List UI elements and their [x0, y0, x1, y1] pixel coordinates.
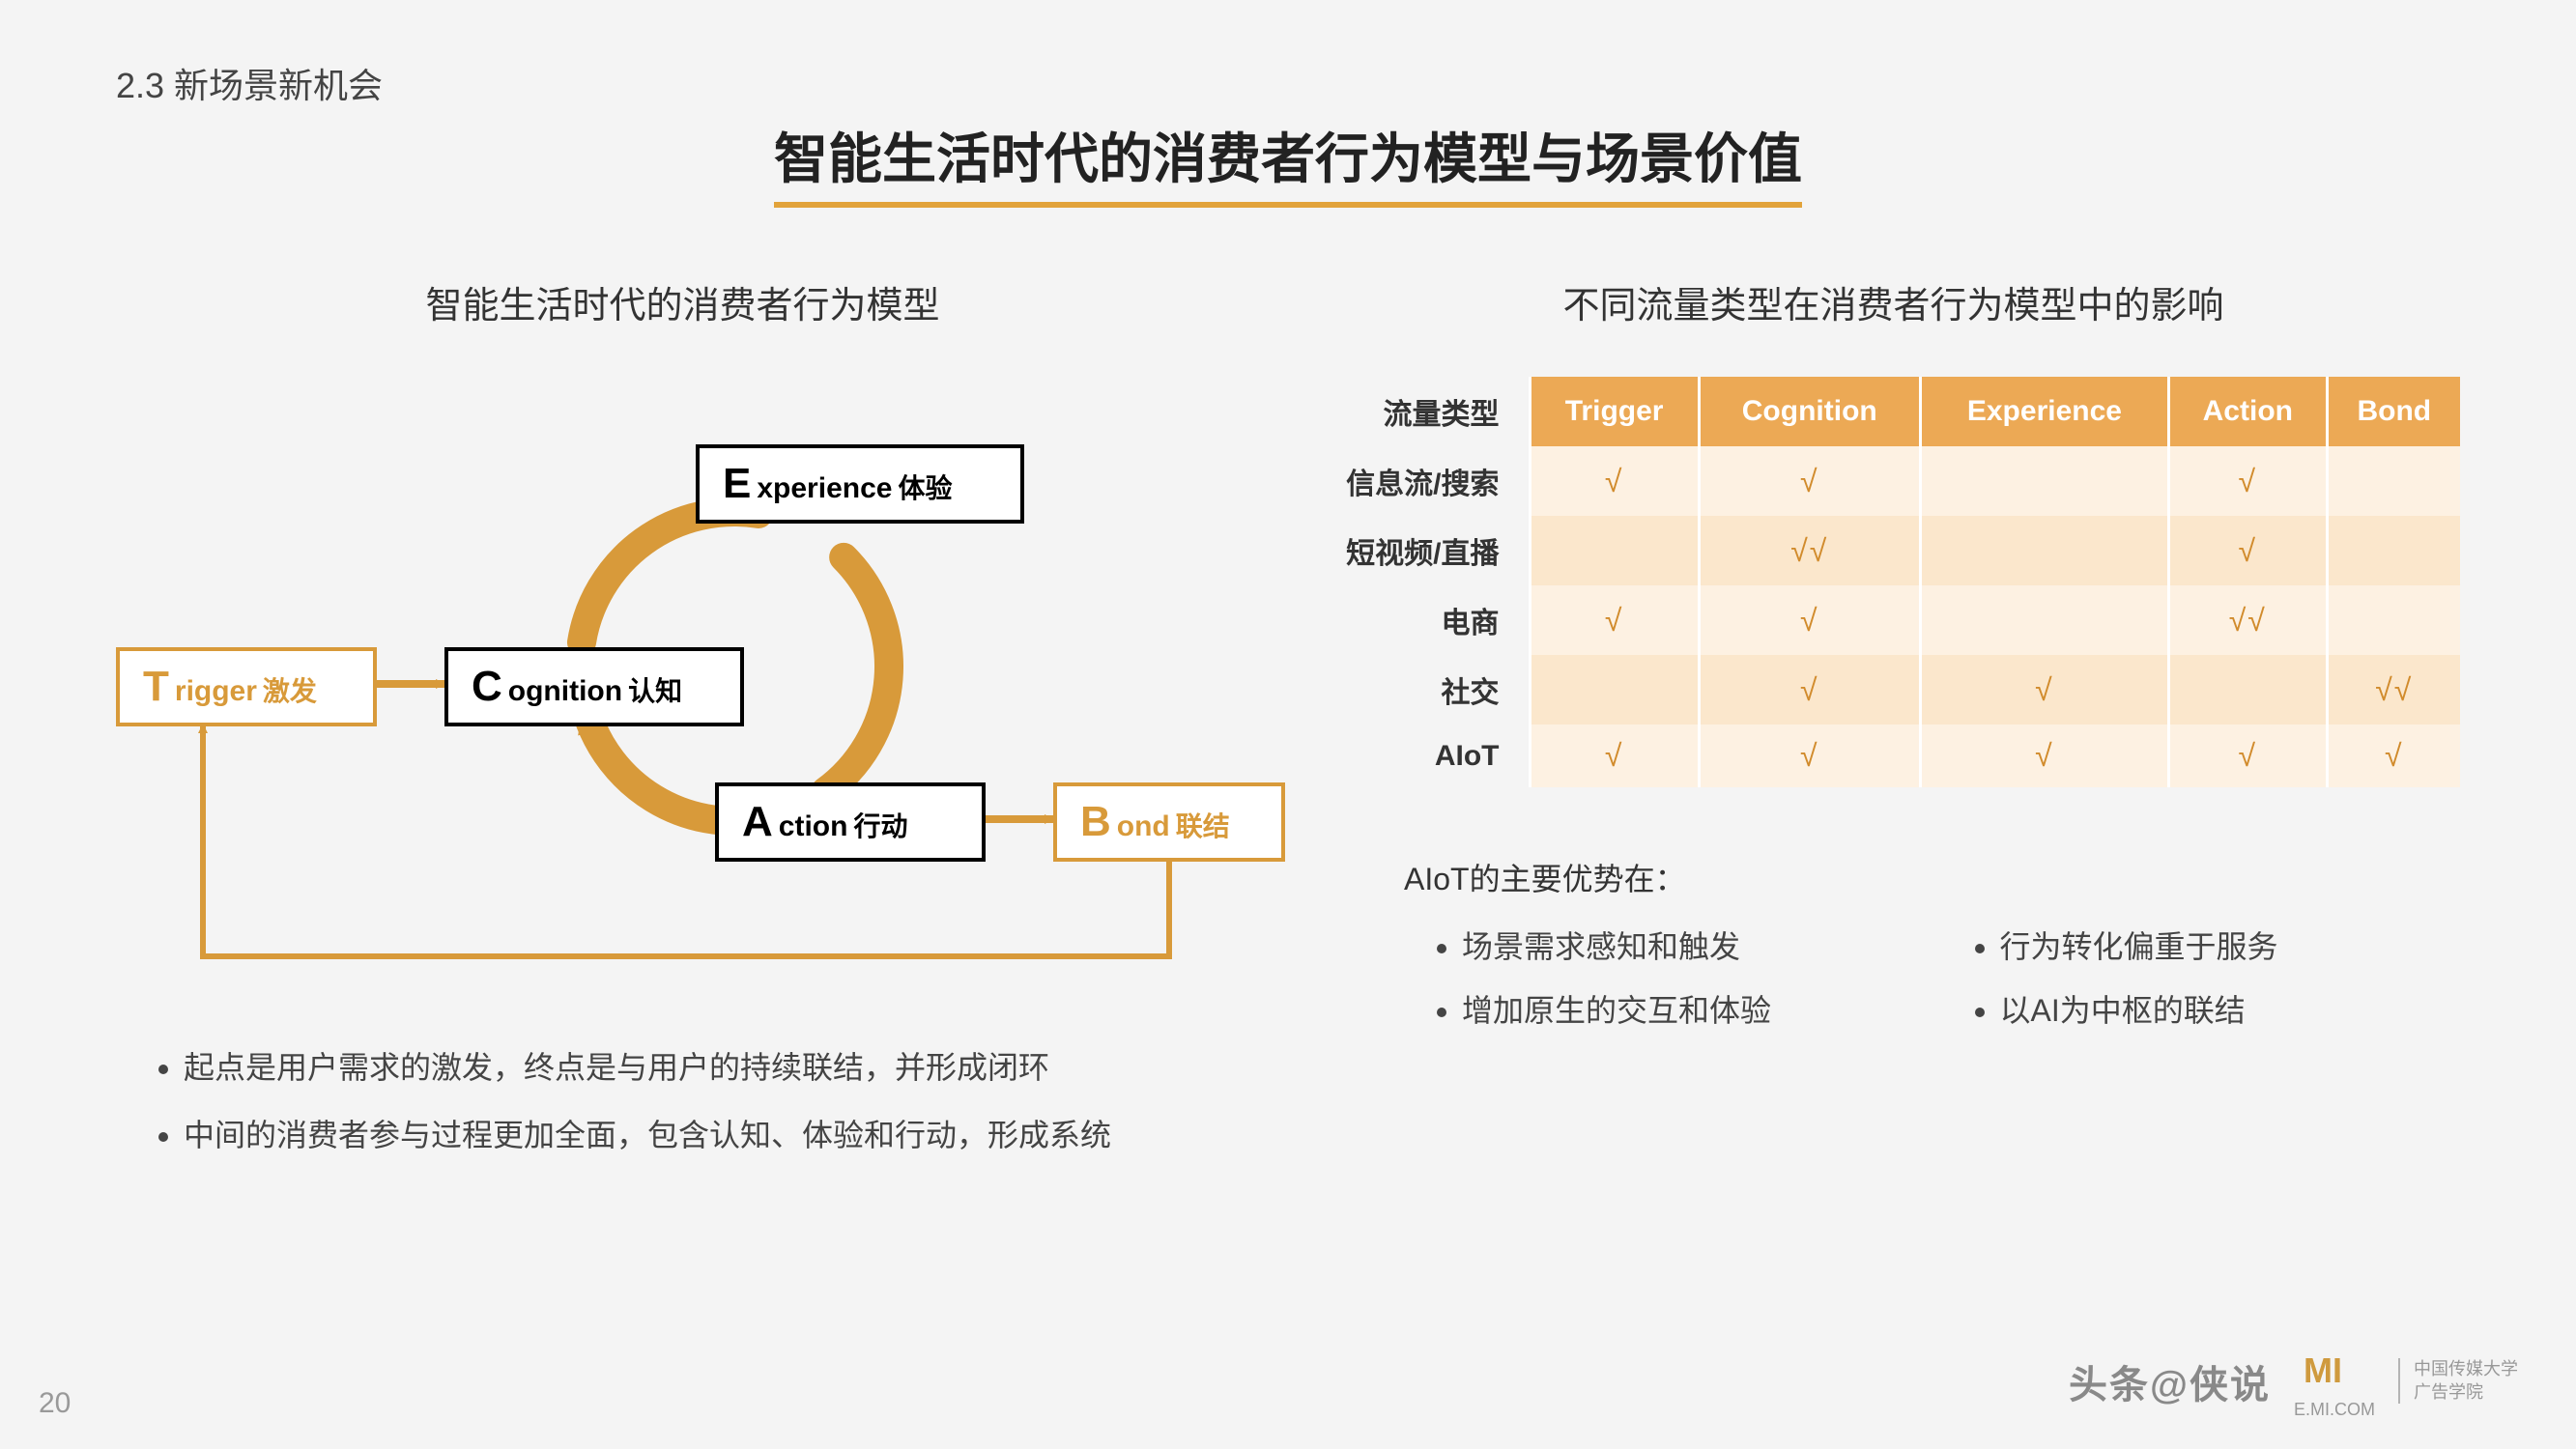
table-cell: √: [2169, 446, 2327, 516]
table-cell: [1920, 585, 2168, 655]
main-title: 智能生活时代的消费者行为模型与场景价值: [774, 116, 1802, 208]
table-col-header: Bond: [2327, 377, 2460, 446]
left-bullets: 起点是用户需求的激发，终点是与用户的持续联结，并形成闭环中间的消费者参与过程更加…: [116, 1034, 1249, 1170]
table-row: 电商√√√√: [1327, 585, 2460, 655]
table-col-header: Action: [2169, 377, 2327, 446]
table-col-header: Trigger: [1530, 377, 1699, 446]
table-cell: [2327, 516, 2460, 585]
table-row-label: 短视频/直播: [1327, 516, 1530, 585]
table-cell: √√: [2169, 585, 2327, 655]
table-cell: [2327, 446, 2460, 516]
node-trigger: Trigger 激发: [116, 647, 377, 726]
advantage-title: AIoT的主要优势在：: [1404, 855, 2460, 899]
table-row-label: AIoT: [1327, 724, 1530, 787]
table-cell: √: [1920, 724, 2168, 787]
watermark-text: 头条@侠说: [2069, 1353, 2271, 1409]
table-cell: √: [1530, 446, 1699, 516]
table-cell: [1920, 446, 2168, 516]
matrix-table-wrap: 流量类型TriggerCognitionExperienceActionBond…: [1327, 377, 2460, 787]
table-row: 信息流/搜索√√√: [1327, 446, 2460, 516]
page-number: 20: [39, 1387, 71, 1420]
table-cell: √√: [1699, 516, 1920, 585]
table-cell: √: [2169, 516, 2327, 585]
node-cognition: Cognition 认知: [444, 647, 744, 726]
table-cell: √: [1920, 655, 2168, 724]
section-label: 2.3 新场景新机会: [116, 58, 2460, 108]
table-cell: √: [1699, 724, 1920, 787]
table-row-label: 信息流/搜索: [1327, 446, 1530, 516]
table-cell: √: [1699, 446, 1920, 516]
table-col-header: Cognition: [1699, 377, 1920, 446]
table-row: 短视频/直播√√√: [1327, 516, 2460, 585]
table-row: 社交√√√√: [1327, 655, 2460, 724]
table-row-label: 社交: [1327, 655, 1530, 724]
advantage-item: 行为转化偏重于服务: [2000, 923, 2461, 967]
table-cell: √: [1530, 585, 1699, 655]
advantage-list: 场景需求感知和触发 行为转化偏重于服务增加原生的交互和体验 以AI为中枢的联结: [1404, 923, 2460, 1031]
cuc-line2: 广告学院: [2414, 1381, 2518, 1404]
left-bullet: 中间的消费者参与过程更加全面，包含认知、体验和行动，形成系统: [184, 1101, 1249, 1169]
emi-text: E.MI.COM: [2294, 1400, 2375, 1420]
advantage-item: 以AI为中枢的联结: [2000, 986, 2461, 1031]
cuc-line1: 中国传媒大学: [2414, 1358, 2518, 1380]
table-corner: 流量类型: [1327, 377, 1530, 446]
table-cell: [1920, 516, 2168, 585]
right-col-title: 不同流量类型在消费者行为模型中的影响: [1327, 275, 2460, 328]
left-column: 智能生活时代的消费者行为模型 Trigger 激发 Cognition 认知 Exp…: [116, 275, 1249, 1170]
table-cell: [1530, 516, 1699, 585]
table-cell: √: [1699, 585, 1920, 655]
advantage-item: 增加原生的交互和体验: [1462, 986, 1923, 1031]
behavior-model-diagram: Trigger 激发 Cognition 认知 Experience 体验 Actio…: [116, 377, 1249, 976]
table-cell: [1530, 655, 1699, 724]
footer-right: 头条@侠说 MI E.MI.COM 中国传媒大学 广告学院: [2069, 1342, 2518, 1420]
node-action: Action 行动: [715, 782, 986, 862]
mi-logo-icon: MI: [2294, 1342, 2352, 1400]
left-col-title: 智能生活时代的消费者行为模型: [116, 275, 1249, 328]
table-cell: [2169, 655, 2327, 724]
right-column: 不同流量类型在消费者行为模型中的影响 流量类型TriggerCognitionE…: [1327, 275, 2460, 1170]
table-cell: [2327, 585, 2460, 655]
table-cell: √: [2327, 724, 2460, 787]
table-cell: √: [1530, 724, 1699, 787]
matrix-table: 流量类型TriggerCognitionExperienceActionBond…: [1327, 377, 2460, 787]
node-bond: Bond 联结: [1053, 782, 1285, 862]
table-cell: √√: [2327, 655, 2460, 724]
table-col-header: Experience: [1920, 377, 2168, 446]
slide: 2.3 新场景新机会 智能生活时代的消费者行为模型与场景价值 智能生活时代的消费…: [0, 0, 2576, 1449]
content-columns: 智能生活时代的消费者行为模型 Trigger 激发 Cognition 认知 Exp…: [116, 275, 2460, 1170]
left-bullet: 起点是用户需求的激发，终点是与用户的持续联结，并形成闭环: [184, 1034, 1249, 1101]
advantage-block: AIoT的主要优势在： 场景需求感知和触发 行为转化偏重于服务增加原生的交互和体验…: [1327, 855, 2460, 1031]
node-experience: Experience 体验: [696, 444, 1024, 524]
mi-logo-block: MI E.MI.COM: [2294, 1342, 2375, 1420]
table-cell: √: [2169, 724, 2327, 787]
cuc-text: 中国传媒大学 广告学院: [2398, 1358, 2518, 1404]
table-cell: √: [1699, 655, 1920, 724]
table-row: AIoT√√√√√: [1327, 724, 2460, 787]
table-row-label: 电商: [1327, 585, 1530, 655]
advantage-item: 场景需求感知和触发: [1462, 923, 1923, 967]
